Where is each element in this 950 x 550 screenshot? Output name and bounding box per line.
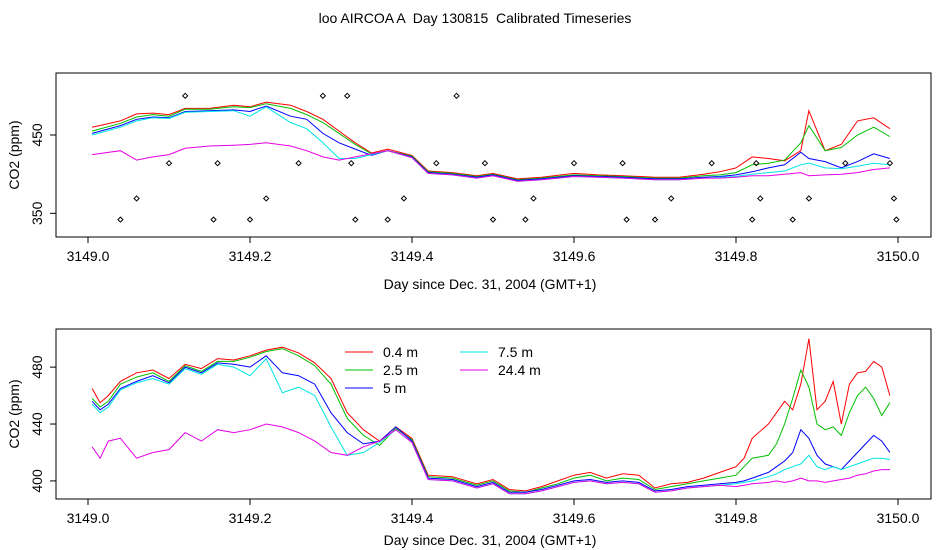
y-axis: 350 450 bbox=[29, 123, 56, 225]
plot-frame bbox=[55, 72, 932, 238]
diamond-marker bbox=[570, 159, 578, 167]
diamond-marker bbox=[295, 159, 302, 167]
y-axis: 400 440 480 bbox=[29, 355, 56, 493]
diamond-marker bbox=[708, 159, 715, 167]
y-tick-label: 480 bbox=[29, 355, 45, 379]
diamond-marker bbox=[453, 92, 460, 100]
series-line-24-4-m bbox=[91, 423, 890, 495]
legend-label: 0.4 m bbox=[383, 344, 418, 360]
diamond-marker bbox=[805, 195, 813, 202]
x-tick-label: 3150.0 bbox=[877, 510, 920, 526]
x-axis-label: Day since Dec. 31, 2004 (GMT+1) bbox=[384, 532, 597, 548]
y-axis-label: CO2 (ppm) bbox=[6, 379, 22, 448]
series-line-0-4-m bbox=[91, 338, 891, 492]
diamond-marker bbox=[481, 159, 489, 167]
diamond-marker bbox=[246, 216, 254, 223]
diamond-marker bbox=[210, 216, 217, 223]
diamond-marker bbox=[893, 216, 900, 223]
marker-points bbox=[117, 92, 900, 223]
x-tick-label: 3149.6 bbox=[553, 510, 596, 526]
diamond-marker bbox=[753, 159, 760, 167]
y-tick-label: 440 bbox=[29, 412, 45, 436]
x-tick-label: 3149.4 bbox=[391, 510, 434, 526]
diamond-marker bbox=[530, 195, 537, 202]
diamond-marker bbox=[489, 216, 497, 223]
diamond-marker bbox=[890, 195, 898, 202]
diamond-marker bbox=[343, 92, 351, 100]
diamond-marker bbox=[384, 216, 391, 223]
x-axis-label: Day since Dec. 31, 2004 (GMT+1) bbox=[384, 276, 597, 292]
x-tick-label: 3149.4 bbox=[391, 248, 434, 264]
legend-label: 24.4 m bbox=[498, 362, 541, 378]
diamond-marker bbox=[165, 159, 173, 167]
series-line-2-5-m bbox=[91, 348, 891, 493]
y-tick-label: 400 bbox=[29, 469, 45, 493]
series-line-7-5-m bbox=[91, 357, 890, 495]
y-axis-label: CO2 (ppm) bbox=[6, 120, 22, 189]
diamond-marker bbox=[886, 159, 894, 167]
x-axis: 3149.0 3149.2 3149.4 3149.6 3149.8 3150.0 bbox=[67, 236, 920, 264]
diamond-marker bbox=[619, 159, 626, 167]
diamond-marker bbox=[748, 216, 756, 223]
x-tick-label: 3149.2 bbox=[229, 510, 272, 526]
diamond-marker bbox=[400, 195, 408, 202]
plot-frame bbox=[55, 328, 932, 500]
diamond-marker bbox=[757, 195, 764, 202]
diamond-marker bbox=[348, 159, 355, 167]
y-tick-label: 350 bbox=[29, 201, 45, 225]
x-tick-label: 3149.0 bbox=[67, 510, 110, 526]
series-lines bbox=[91, 338, 891, 495]
x-tick-label: 3149.8 bbox=[715, 248, 758, 264]
diamond-marker bbox=[623, 216, 630, 223]
series-line-2-5-m bbox=[91, 103, 891, 181]
legend-label: 7.5 m bbox=[498, 344, 533, 360]
diamond-marker bbox=[352, 216, 359, 223]
x-tick-label: 3149.6 bbox=[553, 248, 596, 264]
diamond-marker bbox=[133, 195, 140, 202]
series-line-5-m bbox=[91, 355, 891, 493]
legend-label: 2.5 m bbox=[383, 362, 418, 378]
diamond-marker bbox=[842, 159, 849, 167]
x-tick-label: 3149.8 bbox=[715, 510, 758, 526]
diamond-marker bbox=[214, 159, 221, 167]
series-line-0-4-m bbox=[91, 101, 891, 180]
bottom-panel: 3149.0 3149.2 3149.4 3149.6 3149.8 3150.0 400… bbox=[6, 328, 932, 548]
diamond-marker bbox=[117, 216, 124, 223]
series-line-24-4-m bbox=[92, 142, 890, 182]
series-line-5-m bbox=[91, 105, 891, 181]
series-lines bbox=[91, 101, 891, 182]
diamond-marker bbox=[262, 195, 270, 202]
legend-label: 5 m bbox=[383, 380, 406, 396]
diamond-marker bbox=[651, 216, 659, 223]
legend: 0.4 m 2.5 m 5 m 7.5 m 24.4 m bbox=[345, 344, 541, 396]
diamond-marker bbox=[319, 92, 327, 100]
x-tick-label: 3150.0 bbox=[877, 248, 920, 264]
diamond-marker bbox=[181, 92, 189, 100]
series-line-7-5-m bbox=[91, 106, 890, 182]
x-tick-label: 3149.0 bbox=[67, 248, 110, 264]
x-tick-label: 3149.2 bbox=[229, 248, 272, 264]
diamond-marker bbox=[667, 195, 675, 202]
x-axis: 3149.0 3149.2 3149.4 3149.6 3149.8 3150.0 bbox=[67, 498, 920, 526]
diamond-marker bbox=[789, 216, 796, 223]
y-tick-label: 450 bbox=[29, 123, 45, 147]
diamond-marker bbox=[433, 159, 440, 167]
diamond-marker bbox=[522, 216, 529, 223]
chart-title: loo AIRCOA A Day 130815 Calibrated Times… bbox=[318, 10, 632, 26]
top-panel: 3149.0 3149.2 3149.4 3149.6 3149.8 3150.0 350… bbox=[6, 72, 932, 292]
